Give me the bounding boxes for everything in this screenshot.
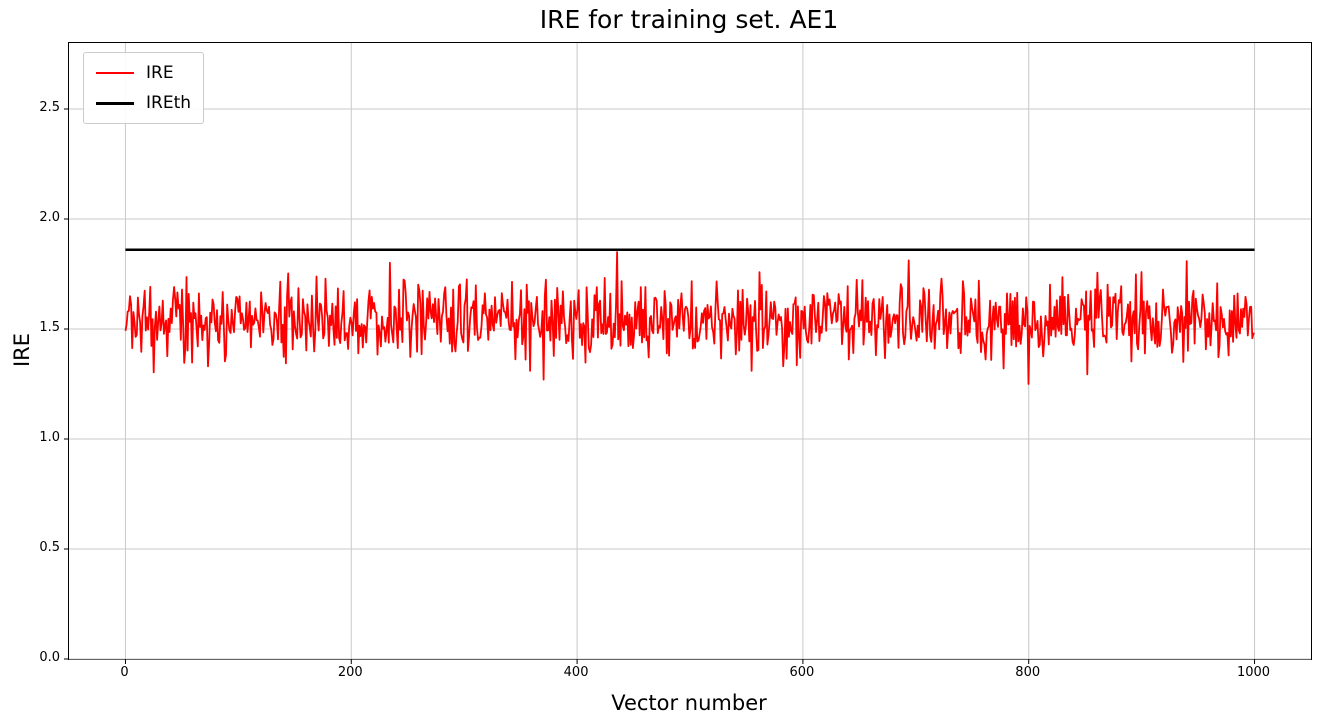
x-tick-label: 600 [789, 665, 815, 680]
x-tick-label: 400 [563, 665, 589, 680]
legend-line-ireth-icon [96, 101, 134, 105]
y-tick-label: 0.5 [39, 540, 60, 555]
legend-label-ire: IRE [146, 63, 174, 83]
x-tick-label: 800 [1015, 665, 1041, 680]
legend-entry-ireth: IREth [96, 92, 191, 114]
legend-line-ire-icon [96, 72, 134, 74]
chart-title: IRE for training set. AE1 [539, 5, 839, 34]
x-tick-label: 200 [337, 665, 363, 680]
legend-label-ireth: IREth [146, 93, 192, 113]
y-tick-label: 1.0 [39, 430, 60, 445]
legend-entry-ire: IRE [96, 62, 191, 84]
y-tick-label: 1.5 [39, 320, 60, 335]
y-tick-label: 0.0 [39, 650, 60, 665]
plot-canvas [64, 43, 1311, 664]
x-tick-label: 0 [120, 665, 129, 680]
y-tick-label: 2.5 [39, 100, 60, 115]
legend: IRE IREth [83, 52, 205, 124]
x-tick-label: 1000 [1236, 665, 1271, 680]
x-axis-label: Vector number [611, 691, 767, 715]
y-tick-label: 2.0 [39, 210, 60, 225]
y-axis-label: IRE [10, 332, 34, 368]
plot-area: IRE IREth [64, 42, 1312, 664]
